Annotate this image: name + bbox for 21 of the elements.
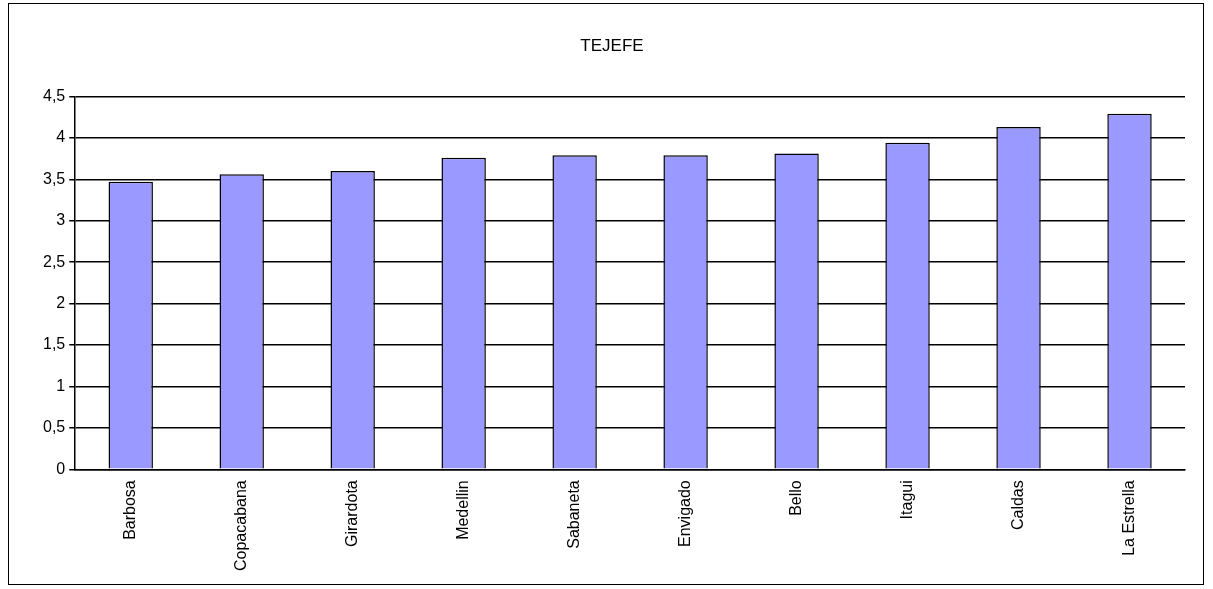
y-tick-label: 4 — [56, 128, 66, 146]
x-tick-label: Itagui — [897, 480, 915, 520]
y-tick-label: 3,5 — [42, 169, 66, 187]
x-tick-label: Bello — [786, 480, 804, 516]
y-tick-label: 3 — [56, 211, 66, 229]
y-tick-label: 0 — [56, 459, 66, 477]
x-tick-label: Caldas — [1008, 480, 1026, 531]
y-tick-label: 1,5 — [42, 335, 66, 353]
x-tick-label: Medellin — [454, 480, 472, 540]
x-tick-label: Girardota — [343, 480, 361, 547]
x-tick-label: Sabaneta — [565, 480, 583, 549]
chart-title: TEJEFE — [580, 35, 644, 55]
x-tick-label: Envigado — [676, 480, 694, 547]
y-tick-label: 1 — [56, 376, 66, 394]
x-tick-label: Barbosa — [121, 480, 139, 540]
y-tick-label: 4,5 — [42, 86, 66, 104]
x-tick-label: Copacabana — [232, 480, 250, 572]
y-tick-label: 2 — [56, 293, 66, 311]
y-tick-label: 2,5 — [42, 252, 66, 270]
x-tick-label: La Estrella — [1119, 480, 1137, 556]
y-tick-label: 0,5 — [42, 418, 66, 436]
